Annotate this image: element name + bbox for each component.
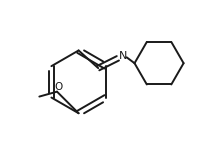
Text: N: N: [119, 51, 127, 61]
Text: O: O: [55, 82, 63, 92]
